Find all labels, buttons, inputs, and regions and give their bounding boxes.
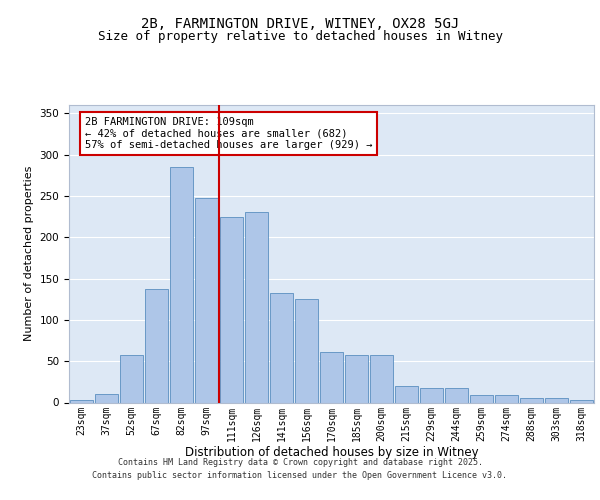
Bar xyxy=(320,352,343,403)
Bar xyxy=(170,167,193,402)
Bar xyxy=(370,356,394,403)
Bar xyxy=(220,216,244,402)
Bar xyxy=(145,290,169,403)
Bar xyxy=(245,212,268,402)
Y-axis label: Number of detached properties: Number of detached properties xyxy=(24,166,34,342)
Bar xyxy=(395,386,418,402)
Bar xyxy=(295,299,319,403)
Bar xyxy=(545,398,568,402)
Bar xyxy=(520,398,544,402)
Bar xyxy=(470,395,493,402)
Bar xyxy=(269,292,293,403)
Text: Contains HM Land Registry data © Crown copyright and database right 2025.: Contains HM Land Registry data © Crown c… xyxy=(118,458,482,467)
Bar xyxy=(419,388,443,402)
Bar xyxy=(119,354,143,403)
Bar xyxy=(494,395,518,402)
X-axis label: Distribution of detached houses by size in Witney: Distribution of detached houses by size … xyxy=(185,446,478,459)
Bar xyxy=(70,400,94,402)
Text: Size of property relative to detached houses in Witney: Size of property relative to detached ho… xyxy=(97,30,503,43)
Bar xyxy=(95,394,118,402)
Bar xyxy=(344,356,368,403)
Text: 2B FARMINGTON DRIVE: 109sqm
← 42% of detached houses are smaller (682)
57% of se: 2B FARMINGTON DRIVE: 109sqm ← 42% of det… xyxy=(85,117,372,150)
Bar xyxy=(445,388,469,402)
Text: 2B, FARMINGTON DRIVE, WITNEY, OX28 5GJ: 2B, FARMINGTON DRIVE, WITNEY, OX28 5GJ xyxy=(141,18,459,32)
Text: Contains public sector information licensed under the Open Government Licence v3: Contains public sector information licen… xyxy=(92,470,508,480)
Bar xyxy=(569,400,593,402)
Bar xyxy=(194,198,218,402)
